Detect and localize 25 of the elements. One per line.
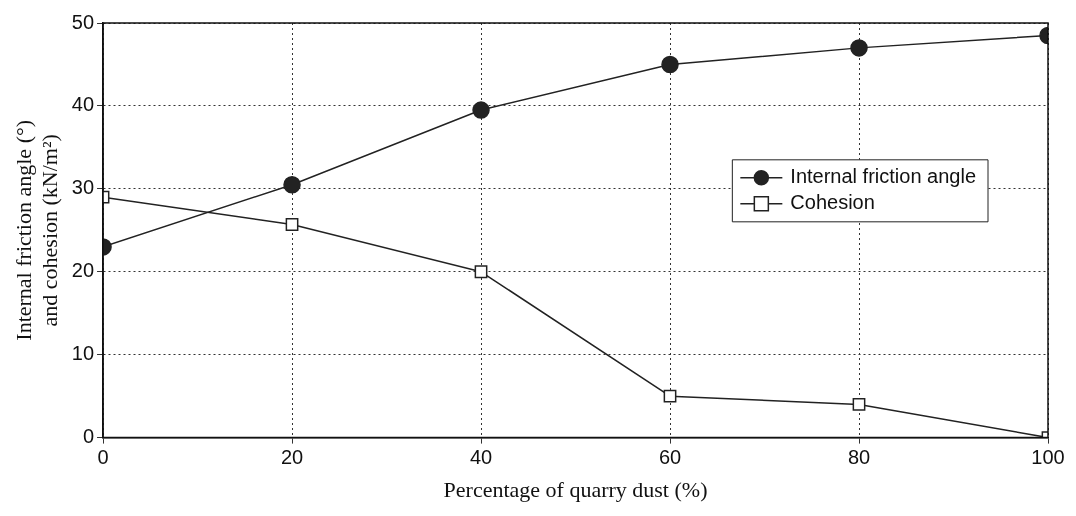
y-tick-label: 40 — [71, 93, 95, 116]
y-tick-label: 20 — [71, 259, 95, 282]
point — [852, 398, 866, 411]
point — [474, 265, 488, 279]
x-tick-label: 100 — [1031, 446, 1065, 469]
legend-label: Cohesion — [790, 191, 875, 214]
point — [472, 101, 490, 119]
point — [283, 175, 301, 194]
y-tick-label: 30 — [71, 176, 95, 199]
x-tick-label: 20 — [280, 446, 304, 469]
x-tick-label: 0 — [97, 446, 109, 469]
point — [661, 55, 679, 74]
x-tick-label: 60 — [658, 446, 682, 469]
x-tick-label: 40 — [469, 446, 493, 469]
x-tick-label: 80 — [847, 446, 871, 469]
point — [663, 389, 677, 403]
y-tick-label: 50 — [71, 10, 95, 33]
y-tick-label: 10 — [71, 342, 95, 365]
text: Internal friction angle (°) — [10, 119, 36, 341]
text: and cohesion (kN/m²) — [37, 134, 63, 327]
point — [850, 39, 868, 57]
point — [285, 218, 299, 231]
y-tick-label: 0 — [82, 425, 95, 448]
legend-label: Internal friction angle — [790, 165, 977, 188]
x-axis-title: Percentage of quarry dust (%) — [443, 476, 708, 502]
